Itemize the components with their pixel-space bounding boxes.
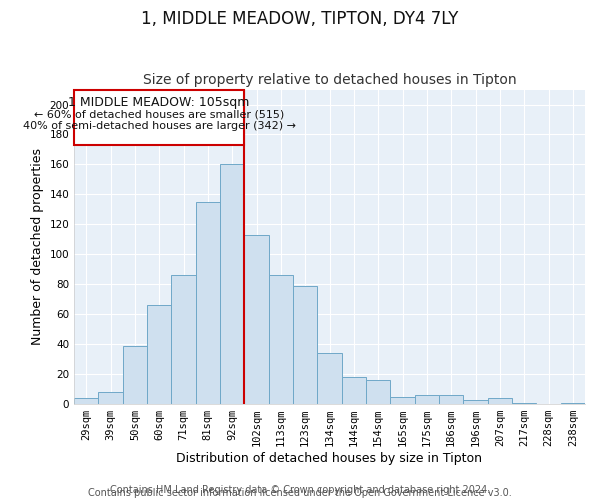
FancyBboxPatch shape [74,90,244,145]
Bar [415,395,439,404]
Text: ← 60% of detached houses are smaller (515): ← 60% of detached houses are smaller (51… [34,109,284,119]
Bar [317,353,341,404]
Text: 1 MIDDLE MEADOW: 105sqm: 1 MIDDLE MEADOW: 105sqm [68,96,250,108]
Bar [172,276,196,404]
Bar [341,377,366,404]
Bar [220,164,244,404]
Text: 1, MIDDLE MEADOW, TIPTON, DY4 7LY: 1, MIDDLE MEADOW, TIPTON, DY4 7LY [142,10,458,28]
X-axis label: Distribution of detached houses by size in Tipton: Distribution of detached houses by size … [176,452,482,465]
Bar [293,286,317,404]
Bar [439,395,463,404]
Bar [122,346,147,404]
Bar [269,276,293,404]
Y-axis label: Number of detached properties: Number of detached properties [31,148,44,346]
Bar [463,400,488,404]
Bar [74,398,98,404]
Bar [98,392,122,404]
Text: 40% of semi-detached houses are larger (342) →: 40% of semi-detached houses are larger (… [23,121,296,131]
Bar [391,396,415,404]
Bar [488,398,512,404]
Bar [196,202,220,404]
Text: Contains HM Land Registry data © Crown copyright and database right 2024.: Contains HM Land Registry data © Crown c… [110,485,490,495]
Bar [560,402,585,404]
Bar [512,402,536,404]
Bar [244,235,269,404]
Bar [147,305,172,404]
Text: Contains public sector information licensed under the Open Government Licence v3: Contains public sector information licen… [88,488,512,498]
Bar [366,380,391,404]
Title: Size of property relative to detached houses in Tipton: Size of property relative to detached ho… [143,73,517,87]
